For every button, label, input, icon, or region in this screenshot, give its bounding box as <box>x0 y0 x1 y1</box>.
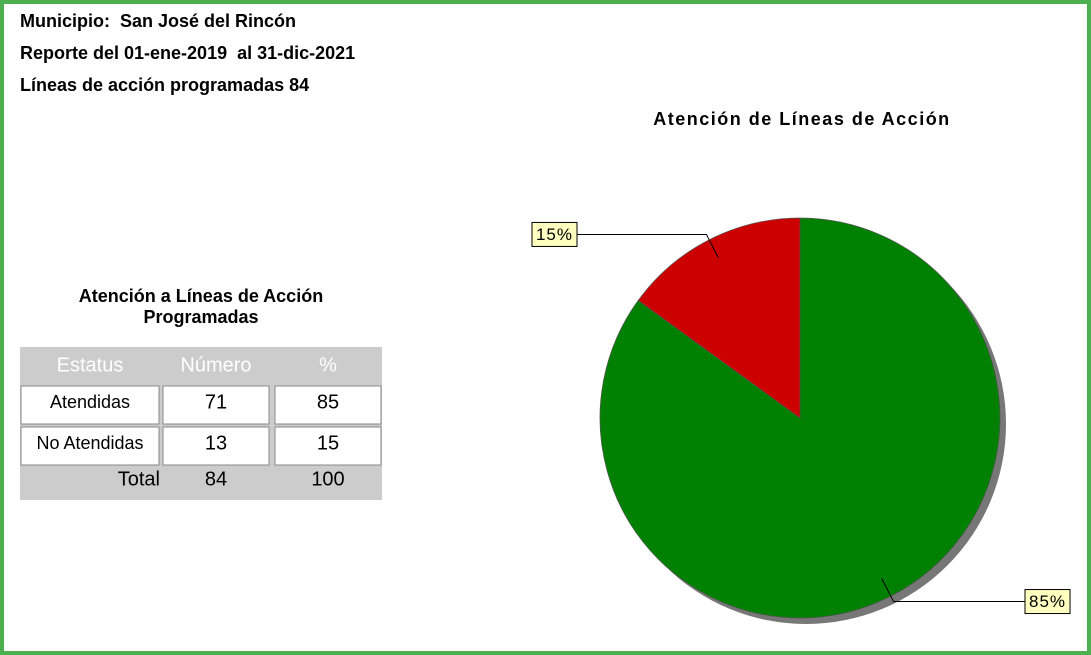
table-cell <box>274 426 382 466</box>
cell-text: 71 <box>205 391 227 413</box>
column-header: Número <box>180 354 251 376</box>
cell-text: Atendidas <box>50 392 130 412</box>
municipio: Municipio: San José del Rincón <box>20 11 296 31</box>
table-cell <box>20 385 160 425</box>
label-box <box>1024 589 1071 615</box>
cell-text: No Atendidas <box>36 433 143 453</box>
table-cell <box>162 385 270 425</box>
column-header: % <box>319 354 337 376</box>
leader-line <box>577 233 719 258</box>
table-title: Programadas <box>143 307 258 327</box>
cell-text: 85 <box>317 391 339 413</box>
table-cell <box>20 426 160 466</box>
lineas: Líneas de acción programadas 84 <box>20 75 309 95</box>
slice-label: 85% <box>1029 592 1066 611</box>
table-title: Atención a Líneas de Acción <box>79 286 323 306</box>
total-text: Total <box>118 468 160 490</box>
total-text: 84 <box>205 468 227 490</box>
slice-label: 15% <box>536 225 573 244</box>
cell-text: 15 <box>317 432 339 454</box>
total-text: 100 <box>311 468 344 490</box>
chart-title: Atención de Líneas de Acción <box>653 109 950 129</box>
reporte: Reporte del 01-ene-2019 al 31-dic-2021 <box>20 43 355 63</box>
table-cell <box>274 385 382 425</box>
label-box <box>531 221 578 247</box>
cell-text: 13 <box>205 432 227 454</box>
table-cell <box>162 426 270 466</box>
column-header: Estatus <box>57 354 124 376</box>
leader-line <box>881 578 1025 603</box>
